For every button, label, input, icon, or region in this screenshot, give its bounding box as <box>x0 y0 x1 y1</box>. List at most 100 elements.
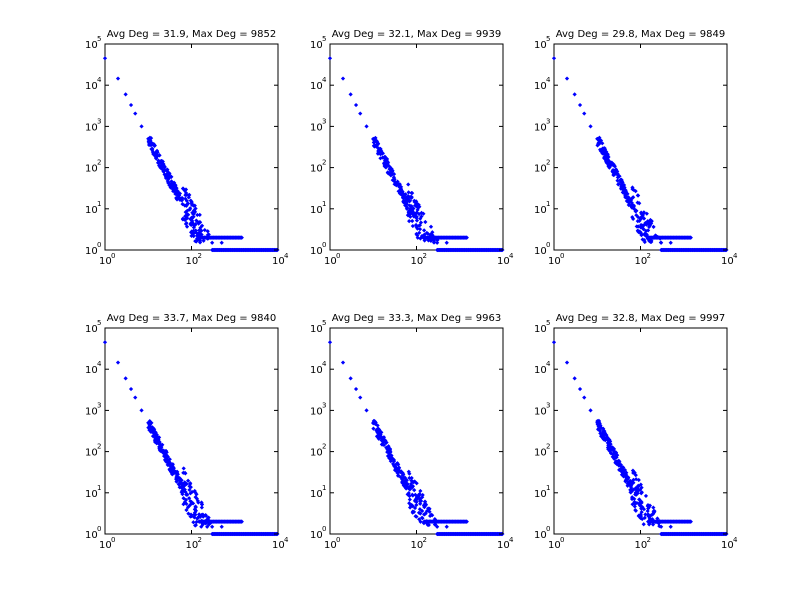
y-tick-label-2-4: 10 <box>310 81 323 92</box>
data-point-6-139 <box>619 472 625 477</box>
y-tick-exp-5-5: 5 <box>322 319 326 327</box>
data-point-6-5 <box>588 408 593 413</box>
data-point-4-73 <box>193 495 198 500</box>
y-tick-label-4-2: 10 <box>85 448 98 459</box>
data-point-4-203 <box>185 478 191 483</box>
data-point-3-64 <box>630 215 635 220</box>
data-point-5-210 <box>377 431 383 437</box>
data-point-2-193 <box>397 191 402 196</box>
data-point-6-242 <box>632 501 637 506</box>
y-tick-label-6-3: 10 <box>534 406 547 417</box>
y-tick-label-6-4: 10 <box>534 365 547 376</box>
data-point-5-141 <box>424 509 429 514</box>
y-tick-label-1-5: 10 <box>85 40 98 51</box>
data-point-2-214 <box>372 138 378 144</box>
data-point-3-201 <box>641 227 646 232</box>
data-point-6-200 <box>631 477 636 482</box>
data-point-6-245 <box>648 513 653 518</box>
data-point-6-106 <box>639 485 644 490</box>
data-point-3-238 <box>644 232 649 237</box>
data-point-3-221 <box>605 161 610 166</box>
data-point-3-176 <box>610 170 616 175</box>
y-tick-exp-2-3: 3 <box>322 117 326 125</box>
y-tick-exp-2-4: 4 <box>322 76 327 84</box>
data-point-5-132 <box>416 510 422 515</box>
data-point-1-246 <box>150 149 155 155</box>
y-tick-exp-4-2: 2 <box>97 443 101 451</box>
data-point-2-26 <box>423 219 428 225</box>
data-point-4-251 <box>163 454 168 459</box>
data-point-5-167 <box>402 475 408 480</box>
data-point-3-147 <box>622 190 627 196</box>
data-point-6-109 <box>632 496 637 502</box>
data-point-5-166 <box>409 478 414 483</box>
data-point-4-2 <box>123 376 128 381</box>
x-tick-label-3-1: 10 <box>635 256 648 267</box>
data-point-3-234 <box>618 186 624 191</box>
data-point-4-244 <box>174 474 179 479</box>
data-point-2-402 <box>464 235 469 240</box>
data-point-2-198 <box>406 194 411 199</box>
data-point-3-213 <box>637 229 642 234</box>
y-tick-exp-1-0: 0 <box>97 241 101 249</box>
data-point-1-220 <box>184 198 189 203</box>
data-point-4-92 <box>186 511 191 516</box>
data-point-4-173 <box>174 477 179 482</box>
axes-frame-3 <box>553 43 728 251</box>
y-tick-label-5-4: 10 <box>310 365 323 376</box>
data-point-4-151 <box>203 513 209 519</box>
data-point-6-228 <box>642 515 647 521</box>
markers-2 <box>327 56 505 253</box>
data-point-4-237 <box>168 466 174 471</box>
data-point-6-2 <box>572 376 577 381</box>
y-tick-label-1-4: 10 <box>85 81 98 92</box>
y-tick-label-1-0: 10 <box>85 246 98 257</box>
data-point-1-239 <box>146 138 151 144</box>
data-point-6-233 <box>613 450 619 455</box>
data-point-5-79 <box>420 508 425 514</box>
data-point-2-199 <box>408 209 414 214</box>
data-point-3-156 <box>640 223 645 228</box>
x-tick-label-3-2: 10 <box>721 256 734 267</box>
data-point-4-233 <box>193 523 198 528</box>
data-point-2-80 <box>406 190 411 195</box>
data-point-5-60 <box>387 456 392 461</box>
data-point-2-223 <box>401 199 406 204</box>
data-point-2-209 <box>397 182 402 187</box>
data-point-2-67 <box>387 164 392 169</box>
data-point-2-236 <box>412 199 417 205</box>
data-point-6-244 <box>627 479 633 484</box>
data-point-2-112 <box>405 196 411 202</box>
data-point-6-172 <box>629 484 634 490</box>
data-point-6-100 <box>636 513 642 518</box>
data-point-6-19 <box>659 524 664 529</box>
data-point-1-165 <box>201 238 206 243</box>
data-point-5-147 <box>383 440 389 445</box>
data-point-2-137 <box>415 226 420 231</box>
data-point-3-400 <box>688 235 693 240</box>
data-point-4-86 <box>189 489 195 495</box>
data-point-3-196 <box>631 195 636 200</box>
x-tick-exp-5-1: 2 <box>423 536 427 544</box>
data-point-4-197 <box>188 502 193 507</box>
data-point-3-231 <box>611 172 616 178</box>
x-tick-label-5-2: 10 <box>497 540 510 551</box>
data-point-5-112 <box>398 475 403 480</box>
data-point-3-236 <box>602 146 607 151</box>
data-point-6-113 <box>634 488 639 493</box>
data-point-4-101 <box>169 471 175 476</box>
data-point-6-78 <box>595 422 600 427</box>
data-point-6-196 <box>655 516 660 521</box>
data-point-2-228 <box>392 177 397 182</box>
data-point-2-192 <box>411 206 416 211</box>
data-point-6-117 <box>646 505 652 510</box>
data-point-1-234 <box>185 216 190 221</box>
y-tick-label-2-3: 10 <box>310 122 323 133</box>
data-point-3-148 <box>635 193 640 198</box>
data-point-2-17 <box>422 228 427 233</box>
data-point-2-115 <box>376 148 381 154</box>
x-tick-label-2-1: 10 <box>411 256 424 267</box>
